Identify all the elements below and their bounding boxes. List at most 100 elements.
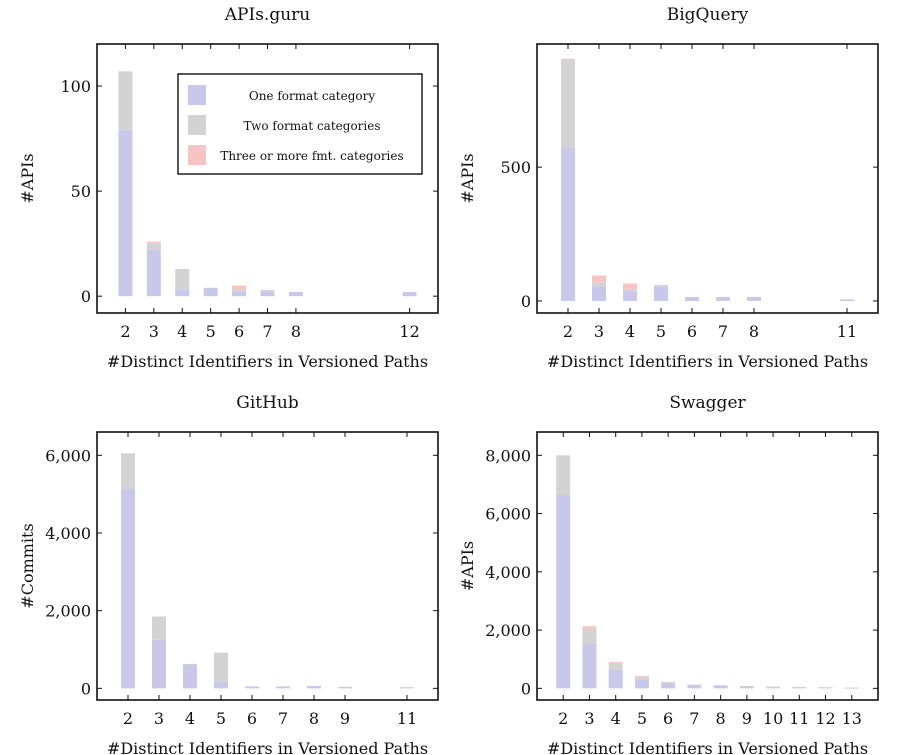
x-tick-label: 8 (291, 322, 301, 341)
bar-segment (623, 283, 637, 289)
bar-segment (747, 296, 761, 301)
bar-segment (623, 291, 637, 301)
bar-segment (592, 275, 606, 283)
bar-segment (687, 684, 702, 686)
bar-segment (661, 683, 676, 689)
bar-segment (654, 286, 668, 301)
bar-segment (175, 268, 190, 290)
bar-segment (402, 291, 417, 297)
plot-frame (96, 431, 439, 701)
bar-segment (739, 686, 754, 689)
bar-segment (739, 686, 754, 687)
legend-entry: Three or more fmt. categories (220, 149, 403, 163)
y-tick-label: 8,000 (485, 446, 531, 465)
bar-segment (260, 289, 275, 292)
y-tick-label: 6,000 (45, 446, 91, 465)
legend: One format category Two format categories… (177, 73, 423, 175)
bar-segment (400, 687, 414, 689)
y-axis-label: #APIs (458, 541, 477, 591)
bar-segment (338, 686, 352, 689)
bar-segment (307, 686, 321, 689)
y-tick-label: 500 (500, 158, 531, 177)
bar-segment (260, 291, 275, 297)
legend-entry: Two format categories (244, 119, 381, 133)
x-tick-label: 4 (625, 322, 635, 341)
bar-segment (608, 663, 623, 670)
bar-segment (183, 663, 197, 665)
bar-segment (654, 284, 668, 287)
bar-segment (146, 249, 161, 297)
x-axis-label: #Distinct Identifiers in Versioned Paths (107, 739, 428, 755)
bar-segment (634, 676, 649, 680)
x-tick-label: 7 (262, 322, 272, 341)
bar-segment (840, 299, 854, 301)
x-axis-label: #Distinct Identifiers in Versioned Paths (547, 352, 868, 371)
bar-segment (121, 453, 135, 489)
bar-segment (844, 687, 859, 689)
chart-panel-4: Swagger 0 2,000 4,000 6,000 8,000 2 3 4 5 6 7 8 9 10 11… (458, 393, 879, 755)
bar-segment (152, 639, 166, 689)
bar-segment (713, 685, 728, 686)
bar-segment (118, 130, 133, 297)
x-tick-label: 6 (663, 709, 673, 728)
bar-segment (661, 681, 676, 684)
x-tick-label: 4 (185, 709, 195, 728)
y-tick-label: 0 (81, 679, 91, 698)
bar-segment (121, 488, 135, 689)
y-tick-label: 2,000 (45, 602, 91, 621)
bar-segment (687, 685, 702, 689)
bar-segment (146, 243, 161, 250)
x-tick-label: 6 (247, 709, 257, 728)
x-tick-label: 7 (718, 322, 728, 341)
bar-segment (146, 241, 161, 244)
bar-segment (561, 148, 575, 301)
bar-segment (716, 296, 730, 301)
bar-segment (792, 686, 807, 688)
x-tick-label: 3 (154, 709, 164, 728)
x-tick-label: 2 (123, 709, 133, 728)
x-tick-label: 6 (687, 322, 697, 341)
bar-segment (766, 686, 781, 688)
x-tick-label: 5 (656, 322, 666, 341)
x-tick-label: 5 (206, 322, 216, 341)
legend-swatch (188, 115, 206, 135)
x-tick-label: 7 (689, 709, 699, 728)
x-tick-label: 5 (216, 709, 226, 728)
x-tick-label: 4 (611, 709, 621, 728)
y-tick-label: 4,000 (485, 563, 531, 582)
plot-frame (536, 431, 879, 701)
bar-segment (592, 286, 606, 301)
y-axis-label: #Commits (18, 523, 37, 608)
y-axis-label: #APIs (458, 153, 477, 203)
bar-segment (214, 652, 228, 682)
bar-segment (288, 291, 303, 297)
y-tick-label: 2,000 (485, 621, 531, 640)
y-tick-label: 50 (71, 182, 91, 201)
x-tick-label: 6 (234, 322, 244, 341)
x-tick-label: 11 (789, 709, 809, 728)
x-tick-label: 3 (149, 322, 159, 341)
bar-segment (713, 685, 728, 689)
bar-segment (203, 287, 218, 297)
y-tick-label: 6,000 (485, 505, 531, 524)
x-tick-label: 11 (397, 709, 417, 728)
bar-segment (592, 282, 606, 287)
x-tick-label: 4 (177, 322, 187, 341)
x-tick-label: 9 (742, 709, 752, 728)
bar-segment (118, 71, 133, 131)
bar-segment (608, 662, 623, 664)
x-tick-label: 11 (837, 322, 857, 341)
chart-title: APIs.guru (224, 5, 311, 25)
legend-entry: One format category (249, 89, 375, 103)
bar-segment (685, 296, 699, 301)
bar-segment (623, 288, 637, 292)
bar-segment (214, 681, 228, 689)
bar-segment (582, 626, 597, 629)
bar-segment (561, 58, 575, 61)
bar-segment (556, 494, 571, 689)
x-tick-label: 2 (558, 709, 568, 728)
x-axis-label: #Distinct Identifiers in Versioned Paths (547, 739, 868, 755)
bar-segment (232, 285, 247, 290)
chart-title: GitHub (236, 393, 299, 413)
